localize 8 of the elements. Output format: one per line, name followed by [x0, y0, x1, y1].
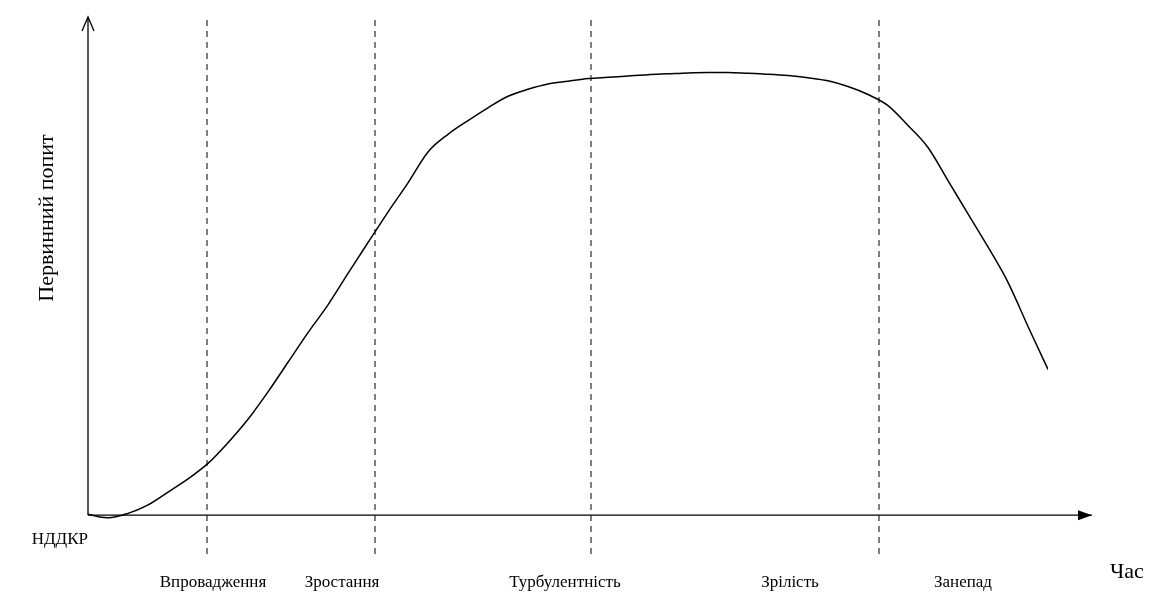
text: НДДКР — [31, 529, 88, 550]
text: Турбулентність — [509, 572, 621, 592]
text: Зростання — [304, 572, 380, 592]
y-axis-title: Первинний попит — [33, 134, 59, 302]
text: Зрілість — [761, 572, 819, 592]
text: Занепад — [934, 572, 992, 592]
text: Впровадження — [159, 572, 267, 592]
x-axis-title: Час — [1110, 558, 1144, 584]
